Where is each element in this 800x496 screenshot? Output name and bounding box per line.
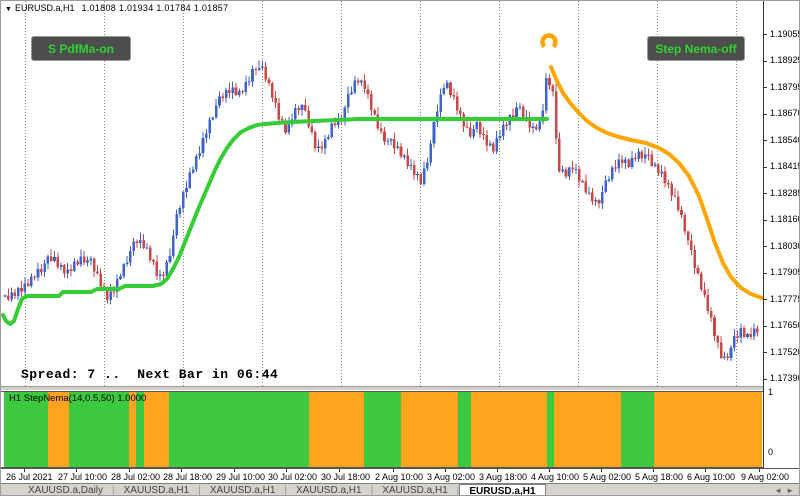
time-axis-label: 6 Aug 10:00 xyxy=(687,472,736,482)
chart-tab[interactable]: XAUUSD.a,H1 xyxy=(209,485,276,496)
tab-separator: | xyxy=(370,485,374,496)
chart-title-line: ▼ EURUSD.a,H1 1.01808 1.01934 1.01784 1.01… xyxy=(5,3,228,13)
price-axis-label: 1.18030 xyxy=(770,240,800,251)
chart-tab[interactable]: XAUUSD.a,H1 xyxy=(123,485,190,496)
price-axis-tick xyxy=(764,246,767,247)
tab-scroll-arrows[interactable]: ◄► xyxy=(774,486,798,495)
subwindow-indicator-label: H1 StepNema(14,0.5,50) 1.0000 xyxy=(9,393,147,404)
time-axis-tick xyxy=(181,469,182,472)
time-axis-tick xyxy=(445,469,446,472)
price-axis-tick xyxy=(764,219,767,221)
time-axis-label: 3 Aug 02:00 xyxy=(427,472,476,482)
time-axis-label: 3 Aug 18:00 xyxy=(479,472,528,482)
chart-tab[interactable]: XAUUSD.a,H1 xyxy=(296,485,362,496)
time-axis-label: 5 Aug 02:00 xyxy=(583,472,632,482)
chart-canvas[interactable] xyxy=(1,1,763,468)
time-axis-label: 26 Jul 2021 xyxy=(6,472,53,482)
time-axis-tick xyxy=(24,469,25,472)
tab-separator: | xyxy=(284,485,288,496)
price-axis-tick xyxy=(764,140,767,141)
time-axis-label: 30 Jul 02:00 xyxy=(268,472,318,482)
time-axis-tick xyxy=(286,469,287,472)
time-axis-tick xyxy=(705,469,706,472)
price-axis-label: 1.18160 xyxy=(770,214,800,224)
price-axis-label: 1.17520 xyxy=(770,346,800,357)
scroll-right-icon[interactable]: ► xyxy=(786,486,798,495)
time-axis-label: 27 Jul 10:00 xyxy=(58,472,108,482)
price-axis-tick xyxy=(764,378,767,380)
time-axis-label: 28 Jul 18:00 xyxy=(163,472,213,482)
stepnema-toggle-button[interactable]: Step Nema-off xyxy=(647,36,745,61)
chart-tab[interactable]: XAUUSD.a,H1 xyxy=(382,485,448,496)
time-axis[interactable]: 26 Jul 2021 27 Jul 10:00 28 Jul 02:00 28 Ju… xyxy=(1,468,799,483)
spread-nextbar-label: Spread: 7 .. Next Bar in 06:44 xyxy=(21,367,279,382)
time-axis-label: 5 Aug 18:00 xyxy=(635,472,684,482)
time-axis-tick xyxy=(234,469,235,472)
time-axis-tick xyxy=(497,469,498,472)
time-axis-tick xyxy=(549,469,550,472)
time-axis-label: 28 Jul 02:00 xyxy=(111,472,161,482)
time-axis-tick xyxy=(601,469,602,472)
price-axis-label: 1.18415 xyxy=(770,161,800,171)
price-axis-tick xyxy=(764,193,767,194)
price-axis-tick xyxy=(764,60,767,62)
price-axis-label: 1.18670 xyxy=(770,108,800,118)
price-axis-label: 1.19055 xyxy=(770,28,800,39)
price-axis-label: 1.18795 xyxy=(770,81,800,92)
price-axis-tick xyxy=(764,34,767,35)
price-axis-tick xyxy=(764,352,767,353)
tab-separator: | xyxy=(198,485,201,496)
tab-separator: | xyxy=(456,485,460,496)
symbol-timeframe-label: EURUSD.a,H1 xyxy=(14,3,75,13)
time-axis-tick xyxy=(759,469,760,472)
time-axis-label: 29 Jul 10:00 xyxy=(216,472,266,482)
price-axis-tick xyxy=(764,272,767,274)
time-axis-label: 4 Aug 10:00 xyxy=(531,472,580,482)
chart-tab[interactable]: EURUSD.a,H1 xyxy=(459,484,546,495)
price-axis-tick xyxy=(764,87,767,88)
price-axis-label: 1.17650 xyxy=(770,320,800,330)
chart-shift-icon: ▼ xyxy=(5,6,12,13)
time-axis-tick xyxy=(653,469,654,472)
time-axis-tick xyxy=(76,469,77,472)
price-axis-tick xyxy=(764,166,767,168)
scroll-left-icon[interactable]: ◄ xyxy=(774,486,787,495)
price-axis-label: 1.18925 xyxy=(770,55,800,65)
time-axis-tick xyxy=(129,469,130,472)
price-axis-tick xyxy=(764,325,767,327)
chart-tab[interactable]: XAUUSD.a,Daily xyxy=(28,485,104,496)
subwindow-scale-label: 0 xyxy=(768,447,774,457)
subwindow-scale-label: 1 xyxy=(768,387,774,397)
pdfma-toggle-button[interactable]: S PdfMa-on xyxy=(31,36,131,61)
price-axis-label: 1.18285 xyxy=(770,187,800,198)
price-axis-label: 1.18540 xyxy=(770,134,800,145)
price-axis-label: 1.17775 xyxy=(770,293,800,304)
price-axis-tick xyxy=(764,299,767,300)
time-axis-label: 2 Aug 10:00 xyxy=(375,472,424,482)
time-axis-label: 30 Jul 18:00 xyxy=(321,472,371,482)
ohlc-values: 1.01808 1.01934 1.01784 1.01857 xyxy=(81,3,229,13)
time-axis-label: 9 Aug 02:00 xyxy=(741,472,790,482)
price-axis-tick xyxy=(764,113,767,115)
price-axis-label: 1.17390 xyxy=(770,373,800,383)
time-axis-tick xyxy=(393,469,394,472)
price-axis-label: 1.17905 xyxy=(770,267,800,277)
chart-tab-bar: XAUUSD.a,Daily | XAUUSD.a,H1 | XAUUSD.a,H1 | X… xyxy=(1,483,799,496)
price-axis[interactable]: 1.19055 1.18925 1.18795 1.18670 1.18540 1.184… xyxy=(763,1,800,468)
tab-separator: | xyxy=(112,485,115,496)
time-axis-tick xyxy=(339,469,340,472)
